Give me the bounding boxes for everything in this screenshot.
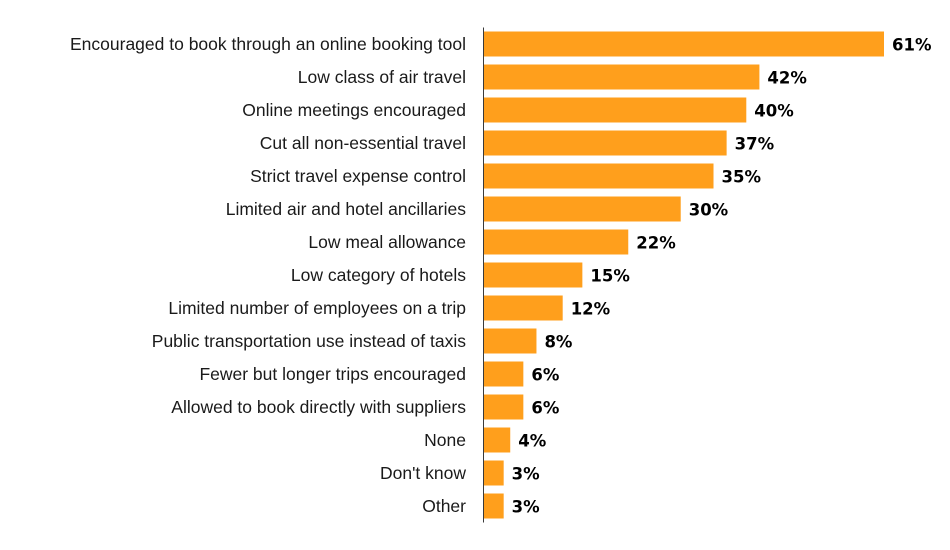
category-label: Fewer but longer trips encouraged	[199, 364, 466, 384]
value-label: 37%	[735, 135, 775, 154]
category-label: Online meetings encouraged	[242, 100, 466, 120]
category-label: Limited air and hotel ancillaries	[226, 199, 467, 219]
bar	[484, 130, 727, 156]
category-label: Low category of hotels	[291, 265, 466, 285]
value-labels-group: 61% 42% 40% 37% 35% 30% 22% 15% 12% 8% 6% 6% 4% 3% 3%	[512, 36, 932, 517]
bar	[484, 196, 681, 222]
category-label: Low meal allowance	[308, 232, 466, 252]
bar	[484, 295, 563, 321]
category-label: None	[424, 430, 466, 450]
value-label: 42%	[767, 69, 807, 88]
bar	[484, 460, 504, 486]
category-label: Public transportation use instead of tax…	[152, 331, 466, 351]
value-label: 3%	[512, 498, 540, 517]
value-label: 22%	[636, 234, 676, 253]
value-label: 61%	[892, 36, 932, 55]
value-label: 3%	[512, 465, 540, 484]
value-label: 40%	[754, 102, 794, 121]
bars-group	[484, 31, 884, 519]
category-label: Low class of air travel	[298, 67, 466, 87]
bar	[484, 97, 747, 123]
value-label: 12%	[571, 300, 611, 319]
bar	[484, 163, 714, 189]
value-label: 8%	[544, 333, 572, 352]
bar	[484, 262, 583, 288]
bar	[484, 394, 524, 420]
category-label: Other	[422, 496, 466, 516]
bar	[484, 31, 884, 57]
category-label: Encouraged to book through an online boo…	[70, 34, 466, 54]
bar	[484, 427, 511, 453]
value-label: 15%	[590, 267, 630, 286]
value-label: 35%	[722, 168, 762, 187]
category-label: Don't know	[380, 463, 466, 483]
value-label: 6%	[531, 366, 559, 385]
category-label: Strict travel expense control	[250, 166, 466, 186]
value-label: 30%	[689, 201, 729, 220]
bar	[484, 64, 760, 90]
value-label: 4%	[518, 432, 546, 451]
category-label: Cut all non-essential travel	[260, 133, 466, 153]
category-label: Limited number of employees on a trip	[168, 298, 466, 318]
value-label: 6%	[531, 399, 559, 418]
bar	[484, 493, 504, 519]
bar	[484, 229, 629, 255]
category-labels-group: Encouraged to book through an online boo…	[70, 34, 466, 516]
bar	[484, 328, 537, 354]
bar	[484, 361, 524, 387]
category-label: Allowed to book directly with suppliers	[171, 397, 466, 417]
